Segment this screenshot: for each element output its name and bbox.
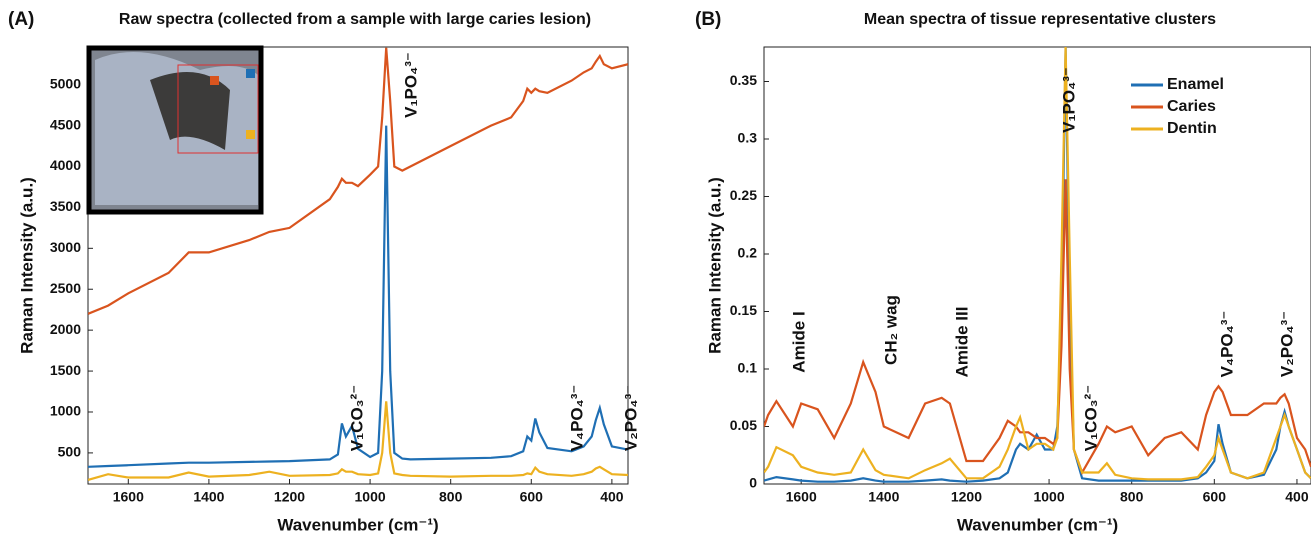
spectrum-line [764, 47, 1311, 483]
x-tick-label: 800 [1120, 489, 1144, 505]
x-tick-label: 1600 [786, 489, 817, 505]
x-axis-label: Wavenumber (cm⁻¹) [957, 515, 1118, 534]
plot-frame [87, 46, 629, 485]
annotation: V₁CO₃²⁻ [1081, 385, 1100, 451]
y-axis-label: Raman Intensity (a.u.) [705, 177, 724, 354]
x-tick-label: 1600 [113, 489, 144, 505]
annotation: V₁CO₃²⁻ [347, 385, 366, 451]
spectrum-line [88, 401, 628, 481]
x-tick-label: 1000 [355, 489, 386, 505]
y-tick-label: 500 [58, 444, 82, 460]
annotation: V₄PO₄³⁻ [567, 385, 586, 452]
x-tick-label: 600 [1203, 489, 1227, 505]
annotation: Amide I [789, 311, 808, 372]
y-tick-label: 0.1 [738, 360, 758, 376]
x-tick-label: 1400 [868, 489, 899, 505]
y-tick-label: 0.05 [730, 417, 757, 433]
x-tick-label: 400 [1285, 489, 1309, 505]
annotation: CH₂ wag [881, 295, 900, 365]
y-tick-label: 0 [749, 475, 757, 491]
legend-label: Caries [1167, 98, 1216, 115]
y-tick-label: 1000 [50, 403, 81, 419]
annotation: V₁PO₄³⁻ [401, 52, 420, 118]
y-tick-label: 0.35 [730, 72, 757, 88]
x-axis-label: Wavenumber (cm⁻¹) [277, 515, 438, 534]
annotation: V₂PO₄³⁻ [1277, 311, 1296, 377]
annotation: V₁PO₄³⁻ [1059, 67, 1078, 133]
legend-label: Enamel [1167, 76, 1224, 93]
y-axis-label: Raman Intensity (a.u.) [17, 177, 36, 354]
y-tick-label: 3000 [50, 239, 81, 255]
annotation: Amide III [952, 307, 971, 378]
y-tick-label: 2500 [50, 280, 81, 296]
x-tick-label: 1400 [193, 489, 224, 505]
x-tick-label: 400 [600, 489, 624, 505]
y-tick-label: 4000 [50, 157, 81, 173]
panel-label: (B) [695, 9, 721, 30]
panel-label: (A) [8, 9, 34, 30]
plot-frame [763, 46, 1311, 485]
x-tick-label: 1200 [951, 489, 982, 505]
annotation: V₂PO₄³⁻ [621, 385, 640, 451]
spectrum-line [764, 179, 1311, 476]
y-tick-label: 0.3 [738, 130, 758, 146]
y-tick-label: 0.25 [730, 187, 757, 203]
y-tick-label: 5000 [50, 75, 81, 91]
y-tick-label: 4500 [50, 116, 81, 132]
spectrum-line [88, 47, 628, 315]
spectrum-line [88, 125, 628, 468]
spectrum-line [764, 47, 1311, 481]
y-tick-label: 2000 [50, 321, 81, 337]
x-tick-label: 600 [520, 489, 544, 505]
x-tick-label: 1000 [1033, 489, 1064, 505]
y-tick-label: 1500 [50, 362, 81, 378]
y-tick-label: 0.15 [730, 302, 757, 318]
y-tick-label: 3500 [50, 198, 81, 214]
inset-image [86, 45, 264, 215]
chart-title: Raw spectra (collected from a sample wit… [119, 11, 591, 28]
chart-title: Mean spectra of tissue representative cl… [864, 11, 1216, 28]
legend-label: Dentin [1167, 120, 1217, 137]
y-tick-label: 0.2 [738, 245, 758, 261]
annotation: V₄PO₄³⁻ [1217, 311, 1236, 378]
x-tick-label: 1200 [274, 489, 305, 505]
x-tick-label: 800 [439, 489, 463, 505]
